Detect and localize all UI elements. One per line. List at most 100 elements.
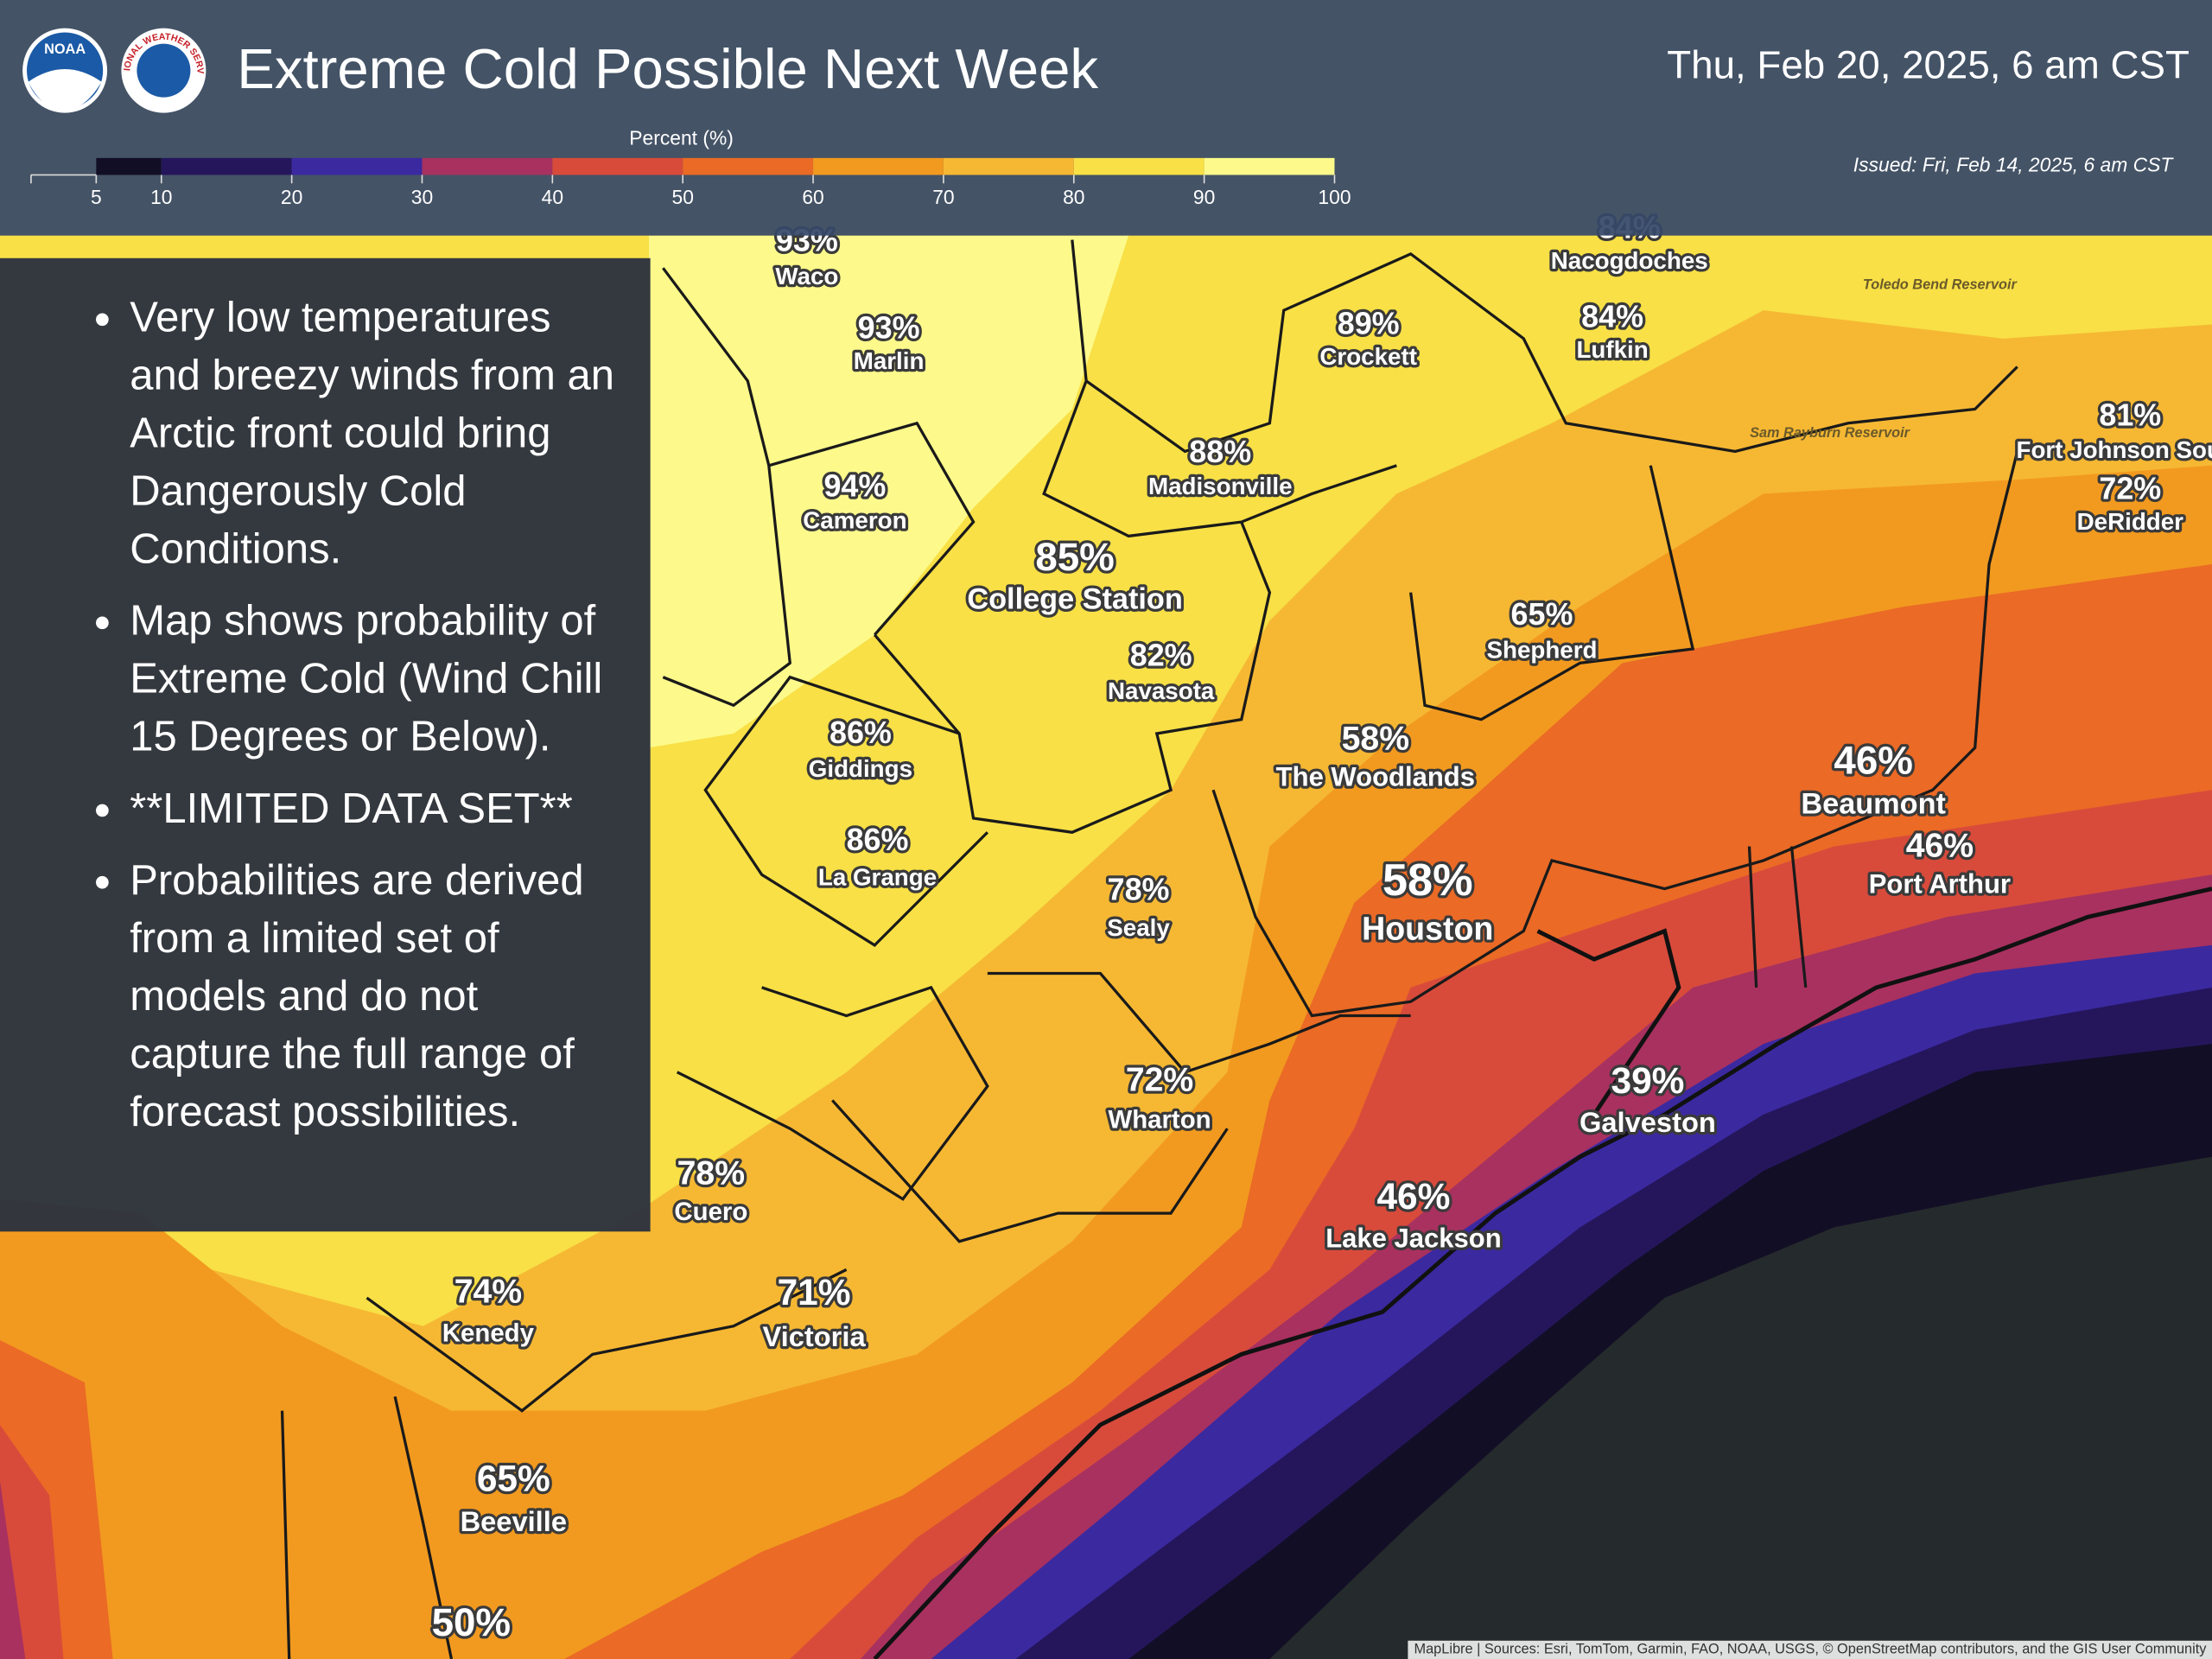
city-name: Giddings: [809, 755, 912, 782]
city-name: Cuero: [674, 1198, 747, 1226]
water-labels: Toledo Bend Reservoir Sam Rayburn Reservo…: [1750, 277, 2018, 441]
county-line: [1042, 380, 1397, 538]
city-percent: 89%: [1338, 306, 1400, 341]
city-percent: 86%: [830, 715, 892, 750]
city-name: Marlin: [854, 347, 925, 374]
bullet: Very low temperatures and breezy winds f…: [130, 289, 622, 579]
county-line: [365, 1268, 848, 1413]
city-percent: 46%: [1834, 738, 1912, 782]
title: Extreme Cold Possible Next Week: [237, 37, 1098, 100]
legend-tick-label: 80: [1063, 186, 1084, 208]
bullet: Map shows probability of Extreme Cold (W…: [130, 593, 622, 766]
city-name: Navasota: [1108, 677, 1215, 704]
legend-swatch: [1073, 157, 1205, 175]
coastline: [873, 887, 2212, 1659]
city-percent: 50%: [432, 1600, 511, 1644]
city-percent: 81%: [2099, 397, 2161, 433]
city-name: Crockett: [1319, 343, 1417, 370]
county-line: [1409, 465, 1695, 721]
issued-time: Issued: Fri, Feb 14, 2025, 6 am CST: [1853, 154, 2175, 176]
city-percent: 84%: [1581, 298, 1643, 334]
legend-swatch: [96, 157, 162, 175]
county-line: [703, 675, 989, 947]
legend-tick-label: 30: [411, 186, 433, 208]
city-name: Lufkin: [1576, 336, 1648, 363]
county-line: [662, 267, 792, 708]
legend-tick-label: 10: [150, 186, 172, 208]
city-percent: 78%: [677, 1154, 745, 1192]
legend-tick-label: 5: [91, 186, 102, 208]
city-name: Madisonville: [1148, 473, 1293, 499]
city-name: Cameron: [803, 506, 906, 533]
city-name: Victoria: [762, 1320, 866, 1352]
logo-bird: [28, 69, 102, 111]
city-percent: 86%: [847, 822, 909, 857]
county-line: [1747, 846, 1758, 988]
county-line: [676, 985, 989, 1201]
city-name: College Station: [967, 583, 1182, 616]
legend-tick-label: 40: [542, 186, 563, 208]
legend-tick-label: 20: [281, 186, 302, 208]
city-percent: 94%: [823, 467, 886, 503]
city-name: Sealy: [1107, 914, 1170, 941]
city-percent: 65%: [1511, 596, 1573, 632]
logo-text: NOAA: [44, 41, 86, 57]
water-label: Sam Rayburn Reservoir: [1750, 425, 1911, 441]
city-percent: 71%: [778, 1272, 851, 1313]
city-percent: 39%: [1611, 1060, 1684, 1101]
city-name: The Woodlands: [1276, 761, 1475, 791]
city-percent: 58%: [1342, 720, 1409, 757]
legend-swatch: [943, 157, 1074, 175]
noaa-logo: NOAA: [22, 28, 108, 113]
legend-swatch: [161, 157, 292, 175]
attribution: MapLibre | Sources: Esri, TomTom, Garmin…: [1408, 1640, 2212, 1659]
city-name: La Grange: [818, 863, 937, 890]
city-percent: 65%: [477, 1459, 550, 1499]
city-percent: 74%: [454, 1273, 522, 1310]
legend-swatch: [552, 157, 683, 175]
city-name: Beeville: [461, 1505, 567, 1537]
city-percent: 85%: [1035, 535, 1114, 579]
legend-tick-label: 100: [1318, 186, 1351, 208]
city-percent: 46%: [1906, 828, 1974, 865]
city-name: Fort Johnson South: [2017, 436, 2212, 463]
bay-shore: [1536, 928, 1681, 1116]
city-name: DeRidder: [2077, 508, 2184, 535]
county-line: [393, 1395, 454, 1659]
county-line: [768, 421, 976, 636]
city-percent: 46%: [1376, 1176, 1450, 1217]
city-percent: 72%: [2099, 471, 2161, 506]
legend-swatch: [422, 157, 553, 175]
header-bar: [0, 0, 2212, 236]
county-line: [280, 1410, 291, 1659]
county-line: [874, 521, 1272, 834]
legend-tick-label: 70: [932, 186, 954, 208]
city-name: Beaumont: [1801, 787, 1946, 820]
legend-swatch: [291, 157, 423, 175]
county-line: [1211, 451, 2019, 1018]
legend-tick-label: 90: [1193, 186, 1215, 208]
city-percent: 58%: [1382, 855, 1473, 906]
city-name: Houston: [1362, 910, 1493, 946]
info-panel: Very low temperatures and breezy winds f…: [0, 257, 651, 1232]
bullet-list: Very low temperatures and breezy winds f…: [0, 289, 622, 1141]
county-line: [987, 971, 1411, 1074]
city-percent: 93%: [858, 310, 920, 346]
city-percent: 72%: [1126, 1062, 1193, 1099]
city-percent: 82%: [1130, 637, 1192, 672]
legend-swatch: [1204, 157, 1335, 175]
logo-disc: [137, 43, 191, 98]
city-percent: 78%: [1108, 871, 1170, 906]
city-name: Port Arthur: [1869, 868, 2011, 899]
city-name: Shepherd: [1486, 637, 1597, 664]
city-name: Waco: [775, 263, 838, 289]
probability-band: [649, 235, 1129, 748]
legend-swatch: [683, 157, 814, 175]
city-name: Nacogdoches: [1551, 247, 1708, 274]
city-name: Kenedy: [442, 1319, 535, 1347]
water-label: Toledo Bend Reservoir: [1863, 277, 2018, 293]
